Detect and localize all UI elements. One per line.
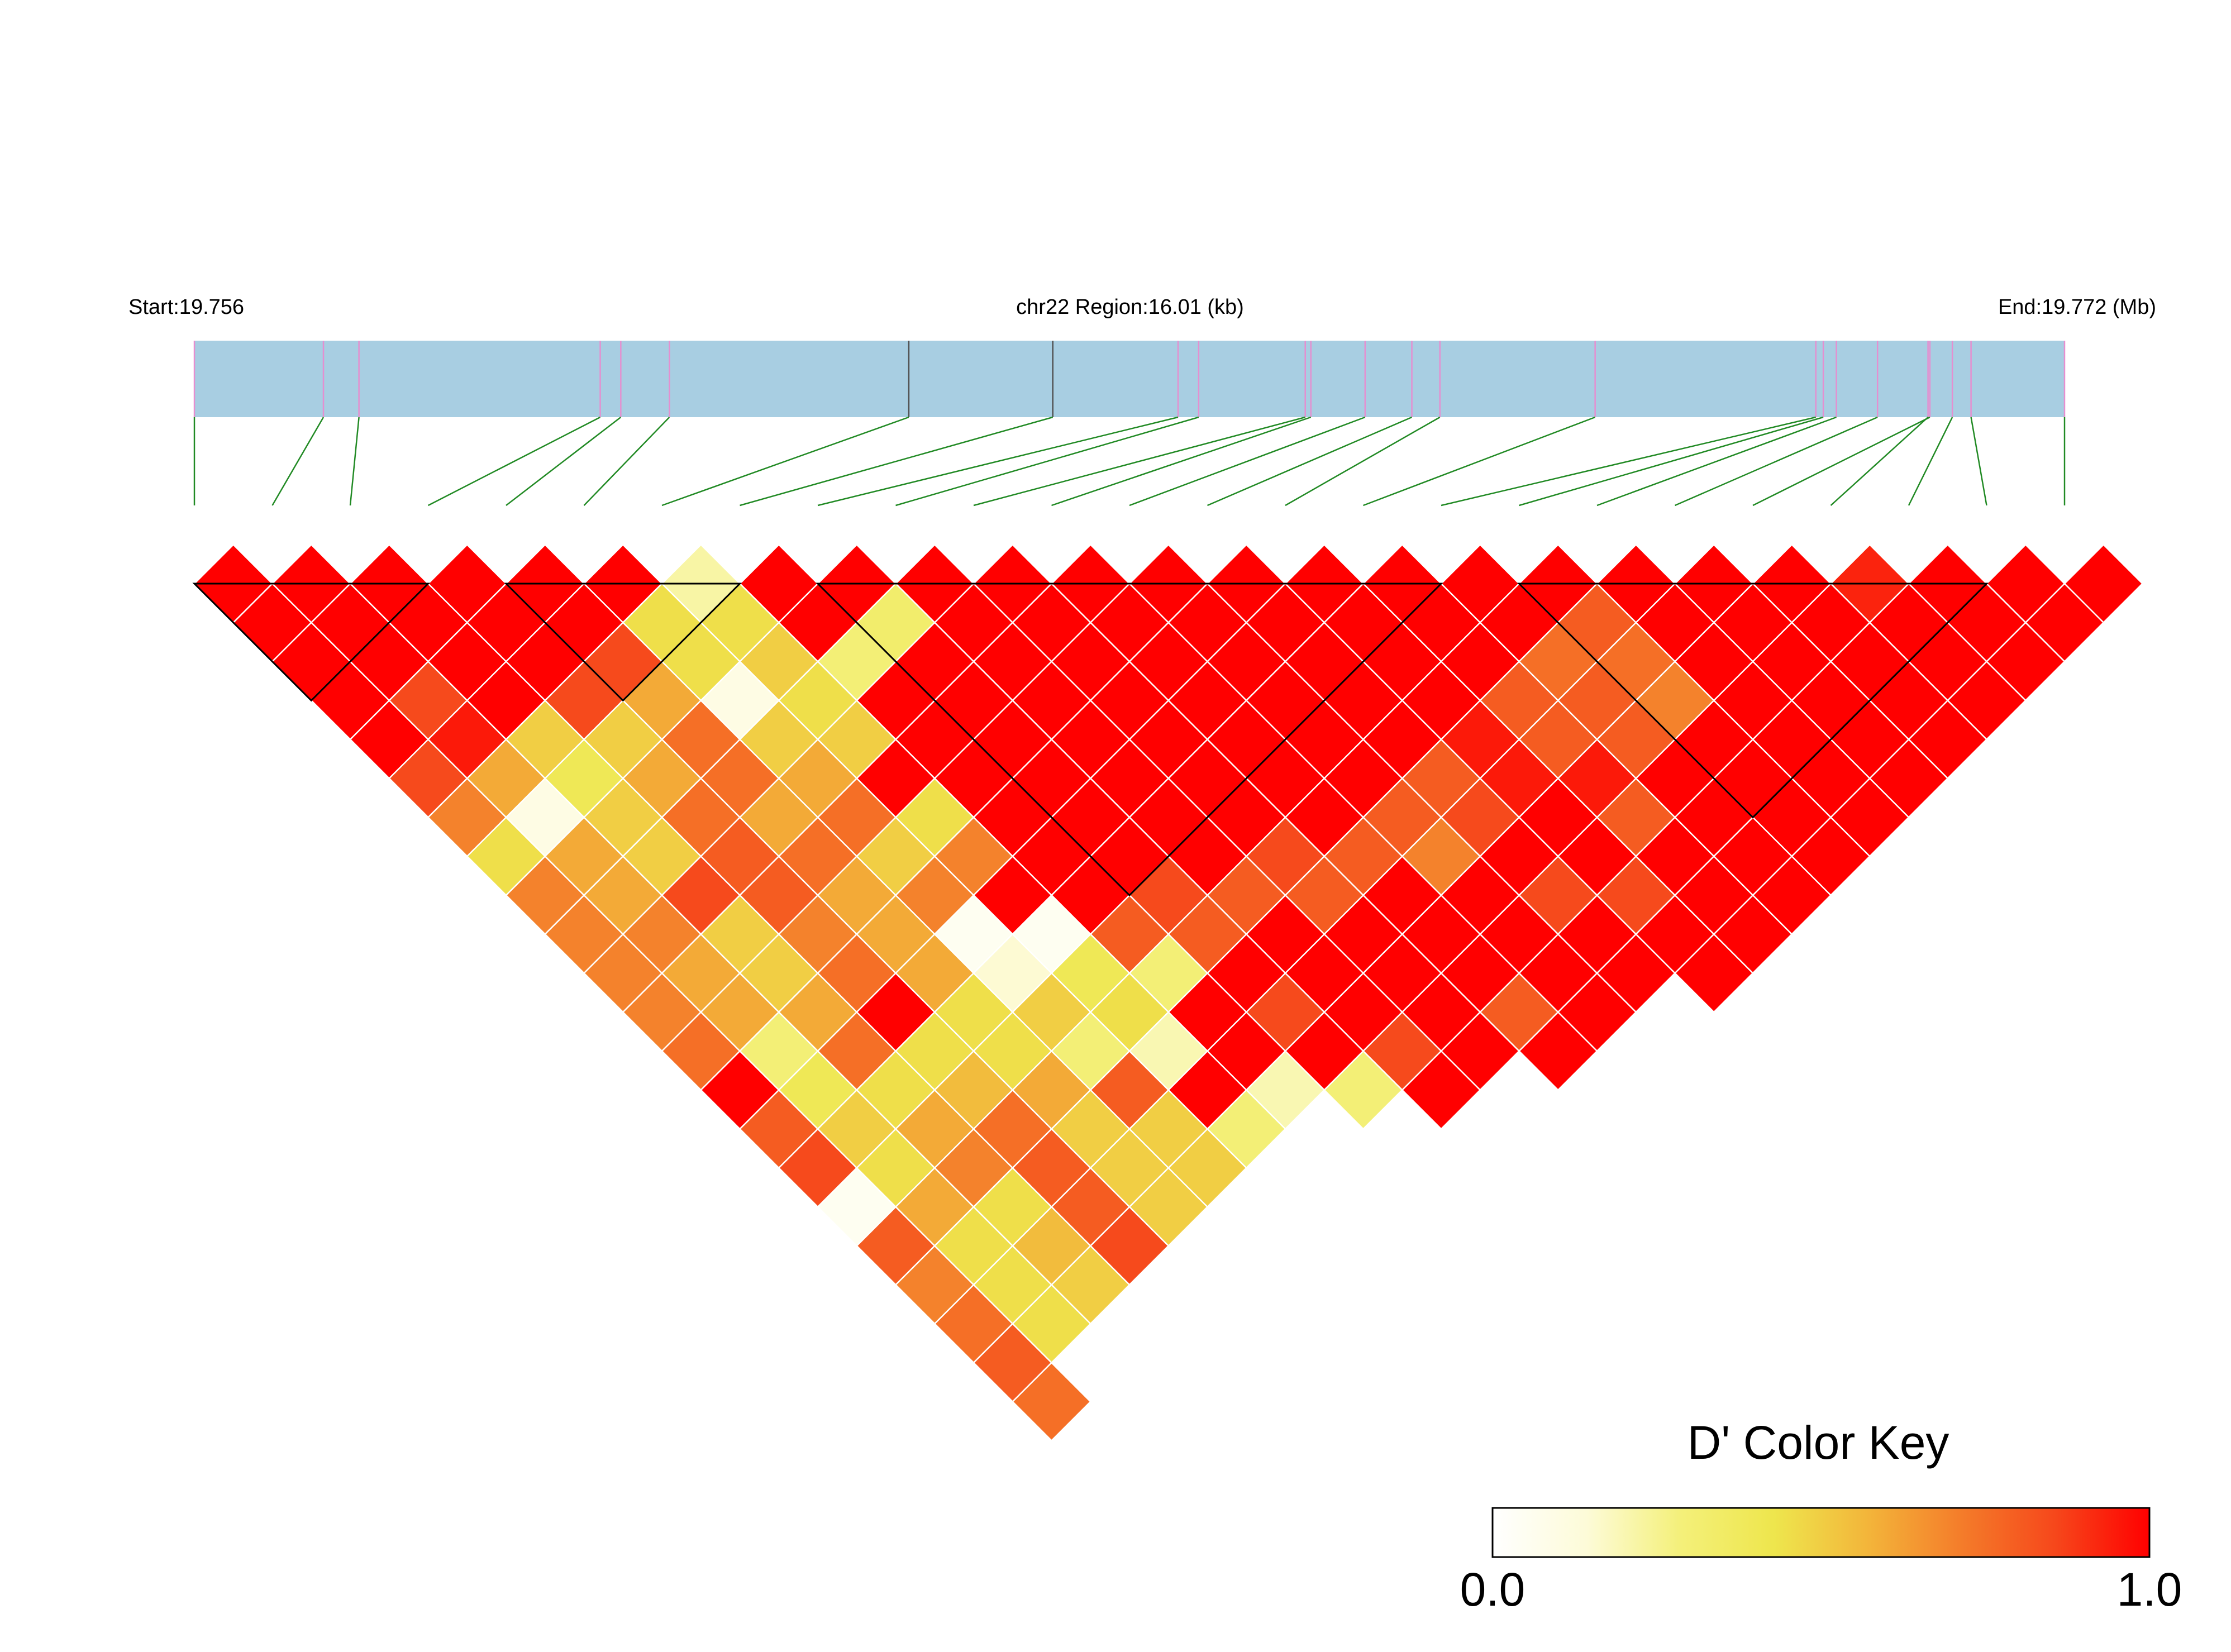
snp-connector-17 <box>1441 416 1817 507</box>
snp-connector-9 <box>817 416 1179 507</box>
color-key-max-label: 1.0 <box>2117 1563 2182 1616</box>
ld-cells <box>193 543 2144 1442</box>
snp-connector-15 <box>1285 416 1441 507</box>
region-label: chr22 Region:16.01 (kb) <box>1016 295 1244 319</box>
snp-connector-3 <box>349 417 360 506</box>
region-track <box>194 341 2065 417</box>
snp-connector-5 <box>506 417 622 506</box>
snp-connector-24 <box>1970 417 1987 506</box>
color-key-title: D' Color Key <box>1687 1416 1949 1469</box>
snp-connector-11 <box>973 416 1306 507</box>
ld-cell-9-23 <box>1323 1050 1404 1130</box>
haplotype-block-2 <box>504 583 742 702</box>
haplotype-block-4 <box>1517 583 1989 819</box>
color-key-min-label: 0.0 <box>1460 1563 1526 1616</box>
haplotype-blocks <box>192 583 1989 897</box>
start-label: Start:19.756 <box>128 295 244 319</box>
snp-connector-7 <box>661 416 909 507</box>
snp-connector-16 <box>1363 416 1596 507</box>
snp-connector-19 <box>1596 416 1837 507</box>
snp-connector-22 <box>1830 417 1929 506</box>
color-key-gradient-bar <box>1491 1507 2151 1558</box>
snp-connector-21 <box>1752 416 1930 507</box>
snp-connector-23 <box>1908 417 1953 506</box>
snp-connector-4 <box>427 416 601 507</box>
snp-connector-10 <box>895 416 1199 507</box>
snp-connector-2 <box>271 417 325 506</box>
snp-connector-6 <box>583 417 670 506</box>
end-label: End:19.772 (Mb) <box>1998 295 2156 319</box>
ld-cell-12-25 <box>1518 1011 1598 1091</box>
snp-connector-12 <box>1051 416 1312 507</box>
color-key: D' Color Key 0.0 1.0 <box>1460 1416 2182 1616</box>
haplotype-block-3 <box>816 583 1443 897</box>
haplotype-block-1 <box>192 583 431 702</box>
ld-cell-10-24 <box>1401 1050 1481 1130</box>
ld-cell-15-26 <box>1674 933 1754 1014</box>
snp-connector-18 <box>1519 416 1824 507</box>
snp-ticks <box>193 341 2066 417</box>
snp-connector-13 <box>1129 416 1366 507</box>
ld-cell-1-23 <box>1011 1362 1092 1442</box>
snp-connector-14 <box>1207 416 1413 507</box>
snp-connector-8 <box>740 416 1053 507</box>
snp-connectors <box>193 416 2066 507</box>
snp-connector-20 <box>1675 416 1878 507</box>
